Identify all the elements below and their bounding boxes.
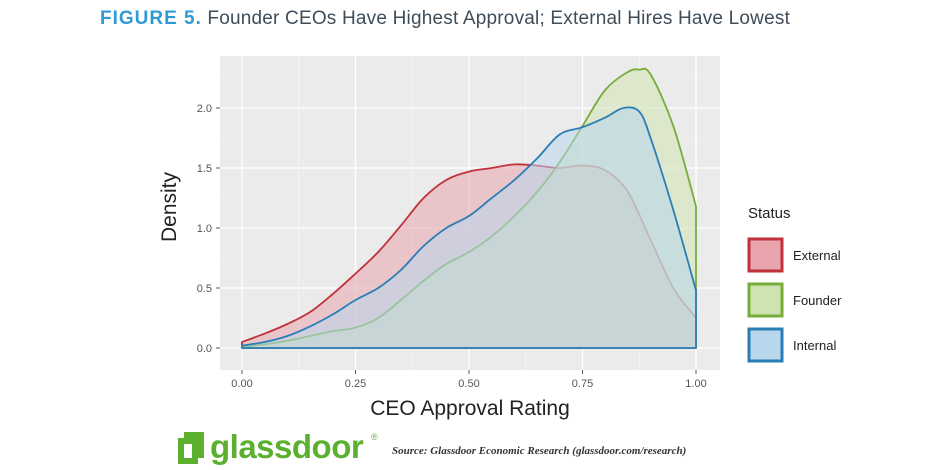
density-line-internal bbox=[241, 106, 697, 349]
chart-title: Founder CEOs Have Highest Approval; Exte… bbox=[207, 8, 791, 29]
legend-swatch-founder bbox=[747, 282, 784, 318]
y-tick-label: 0.5 bbox=[197, 283, 212, 295]
legend-swatch-external bbox=[747, 237, 784, 273]
legend-swatch-internal bbox=[747, 327, 784, 363]
y-axis-title: Density bbox=[158, 171, 181, 242]
legend-label-external: External bbox=[793, 248, 841, 263]
legend-title: Status bbox=[748, 205, 791, 222]
x-tick-label: 0.50 bbox=[458, 378, 479, 390]
x-tick-label: 0.75 bbox=[572, 378, 593, 390]
y-tick-label: 0.0 bbox=[197, 343, 212, 355]
x-tick-label: 0.25 bbox=[345, 378, 366, 390]
figure-label: FIGURE 5. bbox=[100, 8, 202, 29]
glassdoor-wordmark: glassdoor bbox=[210, 428, 364, 465]
figure-title: FIGURE 5. Founder CEOs Have Highest Appr… bbox=[100, 8, 790, 30]
y-tick-label: 1.5 bbox=[197, 163, 212, 175]
legend-label-internal: Internal bbox=[793, 338, 836, 353]
x-axis-title: CEO Approval Rating bbox=[370, 397, 570, 420]
y-tick-label: 2.0 bbox=[197, 103, 212, 115]
density-area-internal bbox=[242, 107, 696, 348]
density-areas bbox=[241, 67, 697, 349]
registered-mark: ® bbox=[371, 432, 378, 442]
glassdoor-logo-icon bbox=[178, 432, 204, 464]
x-tick-label: 1.00 bbox=[685, 378, 706, 390]
axis-ticks: 0.00 0.25 0.50 0.75 1.00 0.0 0.5 1.0 1.5 2.0 bbox=[197, 103, 707, 390]
legend: Status External Founder Internal bbox=[747, 205, 842, 363]
source-note: Source: Glassdoor Economic Research (gla… bbox=[392, 445, 687, 457]
legend-label-founder: Founder bbox=[793, 293, 842, 308]
x-tick-label: 0.00 bbox=[231, 378, 252, 390]
y-tick-label: 1.0 bbox=[197, 223, 212, 235]
